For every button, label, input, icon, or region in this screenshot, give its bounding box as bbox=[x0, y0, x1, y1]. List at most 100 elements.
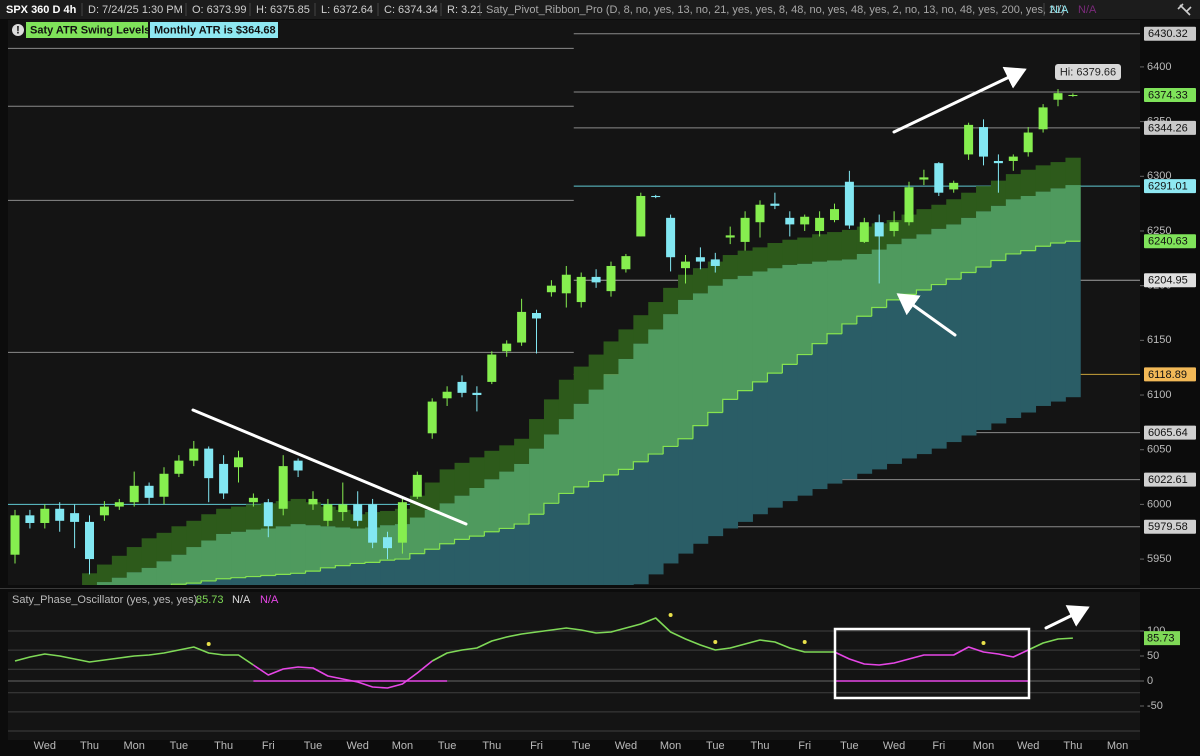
candle-body bbox=[99, 506, 109, 516]
candle-body bbox=[353, 504, 363, 521]
x-tick-label: Fri bbox=[530, 740, 543, 752]
wrench-icon[interactable] bbox=[1177, 3, 1192, 16]
candle-body bbox=[606, 265, 616, 292]
ribbon-band bbox=[305, 502, 321, 526]
ribbon-line bbox=[498, 527, 515, 532]
ribbon-band bbox=[946, 199, 962, 225]
candle-body bbox=[874, 222, 884, 237]
ribbon-band bbox=[529, 448, 545, 515]
ribbon-band bbox=[454, 462, 470, 496]
x-tick-label: Mon bbox=[392, 740, 413, 752]
ribbon-band bbox=[737, 250, 753, 276]
ribbon-band bbox=[946, 224, 962, 280]
ribbon-band bbox=[1035, 246, 1051, 406]
ribbon-band bbox=[782, 239, 798, 265]
highlight-box[interactable] bbox=[833, 627, 1031, 700]
ribbon-band bbox=[529, 514, 545, 585]
y-tick-label: 6050 bbox=[1147, 444, 1171, 456]
ribbon-band bbox=[290, 524, 306, 574]
ribbon-line bbox=[588, 480, 604, 487]
ribbon-band bbox=[588, 481, 604, 585]
ribbon-band bbox=[335, 565, 351, 585]
x-tick-label: Mon bbox=[660, 740, 681, 752]
ribbon-band bbox=[767, 268, 783, 374]
ribbon-line bbox=[766, 372, 783, 382]
ribbon-line bbox=[1020, 250, 1036, 254]
ribbon-band bbox=[439, 469, 455, 504]
candle-body bbox=[25, 515, 35, 523]
candle-body bbox=[964, 124, 974, 155]
ribbon-band bbox=[201, 540, 217, 581]
price-label-box bbox=[1144, 179, 1196, 194]
trend-line[interactable] bbox=[191, 408, 468, 526]
ribbon-band bbox=[439, 503, 455, 544]
ribbon-band bbox=[350, 563, 366, 585]
ribbon-band bbox=[797, 237, 813, 264]
study-name[interactable]: Saty_Pivot_Ribbon_Pro (D, 8, no, yes, 13… bbox=[486, 4, 1065, 16]
price-label: 6240.63 bbox=[1148, 236, 1188, 248]
header-separators bbox=[81, 3, 1045, 16]
symbol[interactable]: SPX 360 D 4h bbox=[6, 4, 77, 16]
drawings bbox=[191, 66, 1090, 700]
candle-body bbox=[546, 285, 556, 293]
ribbon-band bbox=[707, 285, 724, 413]
candle-body bbox=[383, 537, 392, 549]
ribbon-band bbox=[931, 284, 947, 449]
price-label-box bbox=[1144, 87, 1196, 102]
candle-body bbox=[561, 274, 571, 294]
ribbon-band bbox=[231, 577, 247, 585]
ribbon-band bbox=[782, 264, 798, 365]
price-label: 6344.26 bbox=[1148, 122, 1188, 134]
oscillator-plot bbox=[8, 613, 1140, 732]
ribbon-line bbox=[513, 523, 530, 529]
ribbon-band bbox=[171, 526, 187, 555]
ribbon-line bbox=[811, 343, 828, 355]
ribbon-band bbox=[320, 567, 336, 585]
arrow[interactable] bbox=[1044, 605, 1090, 630]
ribbon-band bbox=[141, 567, 157, 585]
candle-body bbox=[919, 177, 929, 180]
ribbon-line bbox=[1005, 253, 1021, 261]
candle-body bbox=[621, 256, 631, 270]
candle-body bbox=[40, 508, 50, 523]
study-status: N/A bbox=[1050, 4, 1069, 16]
arrow[interactable] bbox=[892, 66, 1027, 134]
header-open: O: 6373.99 bbox=[192, 4, 246, 16]
ribbon-line bbox=[722, 398, 738, 413]
ribbon-band bbox=[990, 260, 1007, 424]
ribbon-line bbox=[856, 315, 872, 324]
candle-body bbox=[427, 401, 437, 434]
ribbon-band bbox=[305, 571, 321, 585]
candle-body bbox=[368, 504, 378, 543]
x-tick-label: Tue bbox=[840, 740, 859, 752]
ribbon-band bbox=[1050, 243, 1066, 402]
ribbon-line bbox=[379, 559, 395, 563]
price-label-box bbox=[1144, 425, 1196, 440]
candle-body bbox=[815, 217, 825, 231]
ribbon-line bbox=[528, 513, 544, 525]
candle-body bbox=[338, 504, 348, 513]
candle-body bbox=[830, 209, 839, 221]
header-bar bbox=[0, 0, 1200, 19]
y-tick-label: 6400 bbox=[1147, 61, 1171, 73]
candle-body bbox=[889, 222, 899, 231]
ribbon-band bbox=[469, 536, 485, 585]
ribbon-band bbox=[588, 389, 604, 482]
oscillator-status: N/A bbox=[232, 594, 251, 606]
ribbon-band bbox=[946, 279, 962, 443]
ribbon-band bbox=[529, 419, 545, 449]
ribbon-band bbox=[603, 374, 619, 475]
ribbon-line bbox=[960, 271, 977, 280]
settings-icon[interactable] bbox=[1177, 3, 1192, 16]
candle-body bbox=[293, 460, 303, 471]
ribbon-band bbox=[365, 562, 381, 585]
arrow[interactable] bbox=[896, 293, 957, 337]
alert-icon[interactable] bbox=[12, 24, 24, 36]
ribbon-line bbox=[483, 531, 500, 537]
x-tick-label: Thu bbox=[80, 740, 99, 752]
atr-title: Saty ATR Swing Levels bbox=[30, 24, 150, 36]
ribbon-band bbox=[1005, 253, 1022, 418]
ribbon-line bbox=[975, 266, 991, 273]
ribbon-band bbox=[484, 531, 500, 585]
ribbon-line bbox=[692, 425, 708, 439]
